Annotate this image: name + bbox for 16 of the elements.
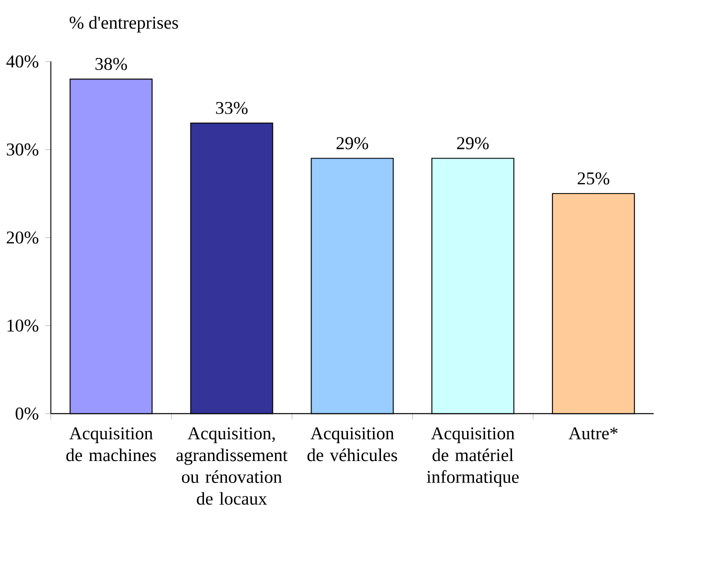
y-tick-label: 10% <box>8 319 38 332</box>
data-label: 33% <box>216 102 248 114</box>
data-label: 29% <box>457 137 489 150</box>
data-label: 29% <box>336 137 368 150</box>
x-tick-label: Acquisition, agrandissement ou rénovation de locaux <box>176 427 288 505</box>
y-tick-label: 40% <box>6 55 38 68</box>
x-tick-label: Acquisition de matériel informatique <box>426 427 519 487</box>
x-tick-label: Acquisition de machines <box>66 427 156 462</box>
data-label: 38% <box>95 58 127 70</box>
y-tick-label: 30% <box>6 143 38 156</box>
data-label: 25% <box>578 172 610 184</box>
y-tick-label: 20% <box>6 231 38 244</box>
y-tick-label: 0% <box>16 407 38 420</box>
y-axis-title: % d'entreprises <box>70 16 178 32</box>
x-tick-label: Acquisition de véhicules <box>307 427 398 462</box>
x-tick-label: Autre* <box>568 427 618 440</box>
